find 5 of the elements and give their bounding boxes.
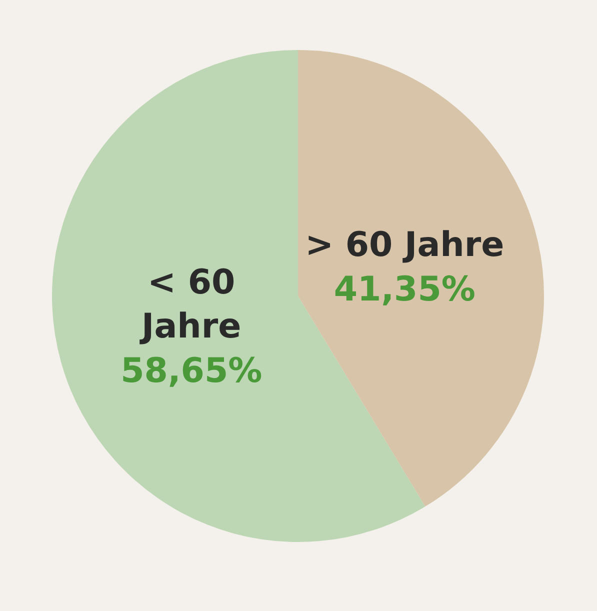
data-label: 41,35% [334,269,476,310]
data-label: 58,65% [120,350,262,391]
pie-slice [298,50,544,507]
slice-label: > 60 Jahre [305,225,504,266]
slice-label: < 60 Jahre [140,262,242,347]
